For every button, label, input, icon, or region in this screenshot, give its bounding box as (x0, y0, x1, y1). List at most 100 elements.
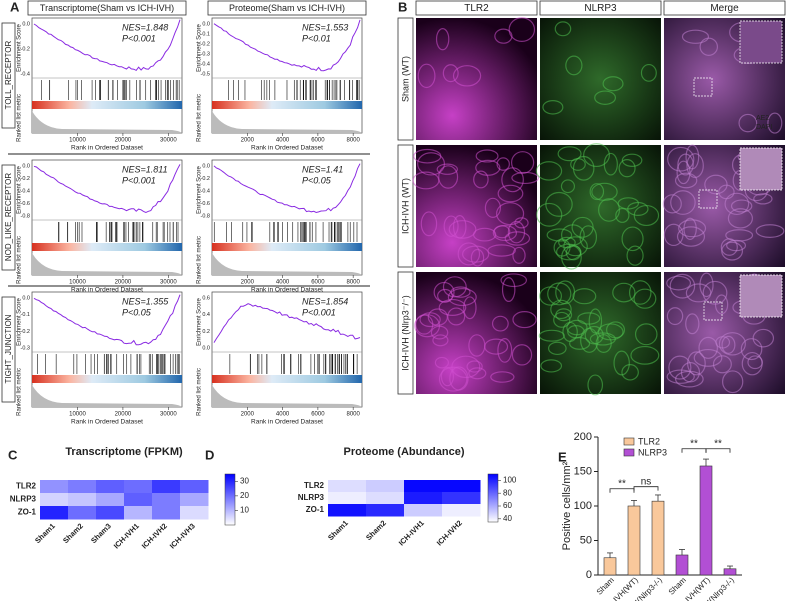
x-tick-label: 10000 (69, 412, 86, 418)
row-label-box (397, 17, 414, 141)
x-axis-label: Rank in Ordered Dataset (71, 419, 143, 426)
tissue (494, 28, 513, 44)
column-header: NLRP3 (584, 3, 617, 14)
tissue (434, 356, 450, 369)
tissue (565, 55, 583, 76)
tissue (436, 163, 458, 175)
colorbar (487, 473, 499, 523)
tissue (511, 344, 533, 366)
es-curve (213, 303, 361, 343)
es-axis-label: Enrichment Score (17, 165, 23, 213)
tissue (510, 151, 535, 174)
es-tick-label: 0.0 (202, 163, 210, 169)
tissue (570, 157, 586, 171)
es-curve (213, 163, 361, 214)
p-value: P<0.001 (122, 33, 156, 43)
tissue (511, 171, 540, 185)
heat-cell (442, 480, 481, 493)
tissue (612, 282, 636, 303)
y-tick-label: 50 (580, 534, 592, 546)
significance: ** (714, 438, 722, 449)
tissue (449, 366, 469, 391)
tissue (554, 21, 572, 37)
tissue (617, 197, 639, 210)
es-tick-label: -0.2 (201, 41, 210, 47)
roi (698, 189, 718, 209)
tissue (475, 149, 499, 163)
metric-axis-label: Ranked list metric (17, 368, 23, 416)
plot-frame (211, 17, 363, 134)
tissue (630, 345, 660, 365)
x-axis-label: Rank in Ordered Dataset (71, 287, 143, 294)
x-tick-label: 8000 (346, 280, 360, 286)
bar (651, 500, 665, 576)
tissue (468, 367, 487, 380)
tissue (613, 350, 630, 376)
es-tick-label: -0.2 (201, 176, 210, 182)
tissue (463, 296, 477, 320)
y-tick-label: 100 (574, 500, 592, 512)
ranked-metric (32, 111, 182, 133)
tissue (595, 334, 612, 353)
tissue (662, 194, 682, 214)
row-label-box (1, 22, 16, 129)
tissue (548, 341, 567, 356)
x-tick-label: 6000 (311, 138, 325, 144)
column-label: Sham3 (89, 521, 113, 545)
tissue (727, 208, 753, 229)
tissue (438, 298, 467, 316)
colorbar-tick-label: 40 (503, 514, 512, 523)
tissue (475, 159, 501, 176)
tissue (753, 193, 773, 205)
tissue (722, 370, 744, 394)
x-tick-label: 20000 (115, 412, 132, 418)
plot-frame (31, 291, 183, 408)
es-tick-label: 0.0 (22, 21, 30, 27)
heat-cell (152, 480, 181, 494)
panel-label: C (8, 447, 18, 462)
panel-label: A (10, 0, 20, 14)
tissue (621, 153, 643, 167)
legend-label: TLR2 (638, 436, 660, 446)
tissue (752, 328, 775, 348)
tissue (497, 338, 513, 363)
es-tick-label: -0.4 (201, 61, 210, 67)
row-label: NLRP3 (298, 493, 325, 502)
y-axis-label: Positive cells/mm² (561, 461, 573, 550)
panel-label: D (205, 447, 214, 462)
rank-colorbar (212, 375, 362, 383)
metric-axis-label: Ranked list metric (17, 236, 23, 284)
es-tick-label: -0.4 (201, 188, 210, 194)
tissue (535, 161, 563, 181)
metric-axis-label: Ranked list metric (197, 236, 203, 284)
tissue (606, 321, 626, 339)
tissue (633, 204, 660, 227)
tissue (577, 312, 601, 325)
tissue (452, 65, 482, 87)
panel-label: B (398, 0, 407, 14)
tissue (683, 217, 697, 240)
tissue (667, 146, 695, 172)
tissue (602, 76, 624, 92)
legend-swatch (623, 448, 635, 457)
tissue (591, 182, 618, 201)
tissue (633, 288, 657, 309)
tissue (438, 366, 468, 392)
tissue (490, 371, 515, 383)
es-curve (33, 164, 181, 213)
tissue (457, 242, 481, 266)
inset (739, 20, 783, 64)
x-tick-label: 4000 (276, 280, 290, 286)
p-value: P<0.05 (302, 175, 332, 185)
heat-cell (68, 506, 97, 520)
inset (739, 147, 783, 191)
significance-bracket (705, 448, 731, 453)
tissue (540, 359, 563, 373)
tissue (432, 334, 449, 347)
p-value: P<0.001 (302, 307, 336, 317)
colorbar-tick-label: 20 (240, 491, 249, 500)
tissue (504, 231, 531, 246)
x-tick-label: 10000 (69, 280, 86, 286)
tissue (563, 236, 588, 257)
nes: NES=1.553 (302, 22, 348, 32)
